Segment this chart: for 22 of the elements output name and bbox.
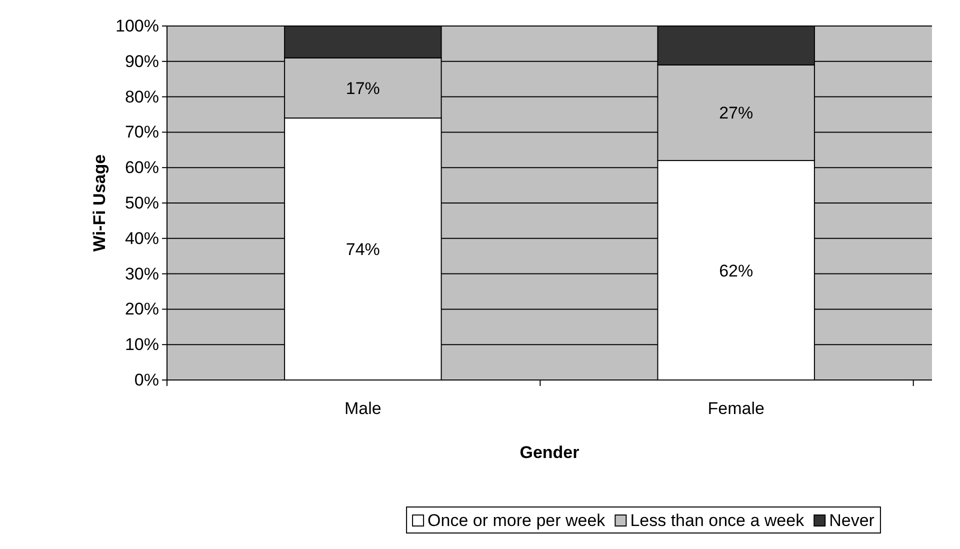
y-tick-label: 20%	[124, 300, 159, 319]
data-label: 27%	[719, 104, 754, 123]
data-label: 17%	[346, 78, 380, 98]
y-tick-label: 50%	[124, 193, 159, 212]
y-tick-label: 70%	[124, 122, 159, 142]
y-tick-label: 60%	[124, 158, 159, 178]
legend-label: Less than once a week	[630, 511, 805, 530]
y-axis-title: Wi-Fi Usage	[90, 154, 109, 252]
data-label: 74%	[346, 240, 380, 260]
x-tick-label: Male	[344, 399, 382, 418]
y-tick-label: 40%	[124, 228, 159, 248]
y-tick-label: 0%	[134, 370, 159, 390]
legend-label: Never	[829, 511, 875, 530]
y-tick-label: 30%	[124, 264, 159, 284]
x-axis-title: Gender	[520, 443, 580, 462]
y-tick-label: 100%	[116, 16, 159, 36]
data-label: 62%	[719, 261, 754, 280]
x-tick-label: Female	[708, 399, 764, 418]
y-tick-label: 80%	[124, 87, 159, 106]
y-tick-label: 90%	[124, 52, 159, 71]
legend-label: Once or more per week	[428, 511, 606, 530]
y-tick-label: 10%	[124, 335, 159, 354]
